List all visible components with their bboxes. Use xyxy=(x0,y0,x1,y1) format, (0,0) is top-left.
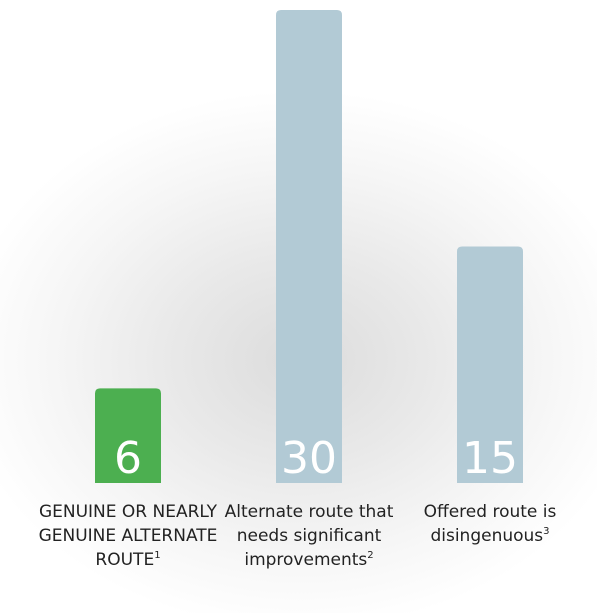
bar-disingenuous xyxy=(457,246,523,483)
value-label-disingenuous: 15 xyxy=(462,433,518,484)
category-label-genuine-route: GENUINE OR NEARLY GENUINE ALTERNATE ROUT… xyxy=(38,502,218,570)
bar-genuine-route xyxy=(95,388,161,483)
footnote-mark-3: 3 xyxy=(543,526,550,537)
footnote-mark-1: 1 xyxy=(154,550,161,561)
category-label-disingenuous: Offered route is disingenuous3 xyxy=(423,502,557,546)
value-label-genuine-route: 6 xyxy=(114,433,142,484)
footnote-mark-2: 2 xyxy=(367,550,374,561)
value-label-needs-improvements: 30 xyxy=(281,433,337,484)
bar-needs-improvements xyxy=(276,10,342,483)
category-label-needs-improvements: Alternate route that needs significant i… xyxy=(224,502,394,570)
